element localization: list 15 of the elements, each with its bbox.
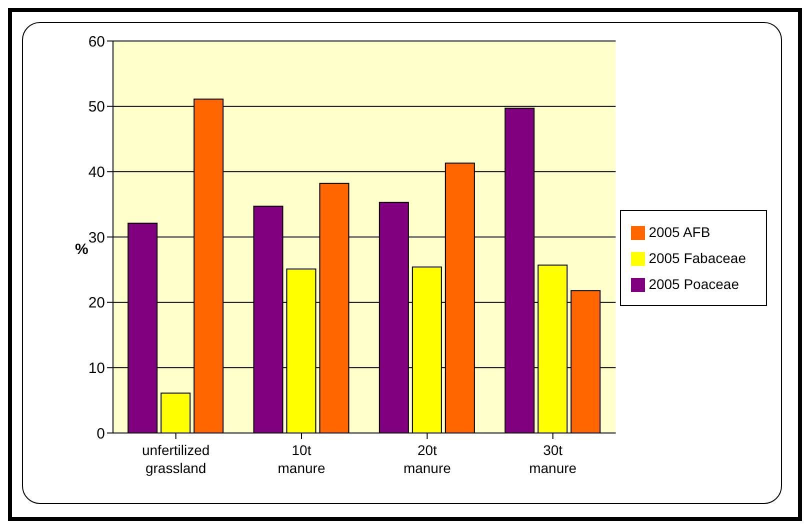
legend-label: 2005 Fabaceae	[648, 250, 746, 266]
x-tick-label: unfertilized grassland	[142, 442, 210, 476]
y-tick-label: 50	[88, 98, 105, 116]
y-tick-label: 0	[96, 425, 105, 442]
y-tick-label: 30	[88, 229, 105, 246]
legend-label: 2005 Poaceae	[648, 276, 739, 292]
x-tick-label: 10t manure	[278, 442, 326, 476]
y-tick-label: 60	[88, 33, 105, 50]
y-tick-label: 40	[88, 164, 105, 181]
legend-label: 2005 AFB	[648, 224, 710, 240]
y-axis-title: %	[75, 241, 88, 258]
y-tick-label: 20	[88, 294, 105, 312]
x-tick-label: 20t manure	[403, 442, 452, 476]
y-tick-label: 10	[88, 360, 105, 377]
x-tick-label: 30t manure	[529, 442, 577, 476]
